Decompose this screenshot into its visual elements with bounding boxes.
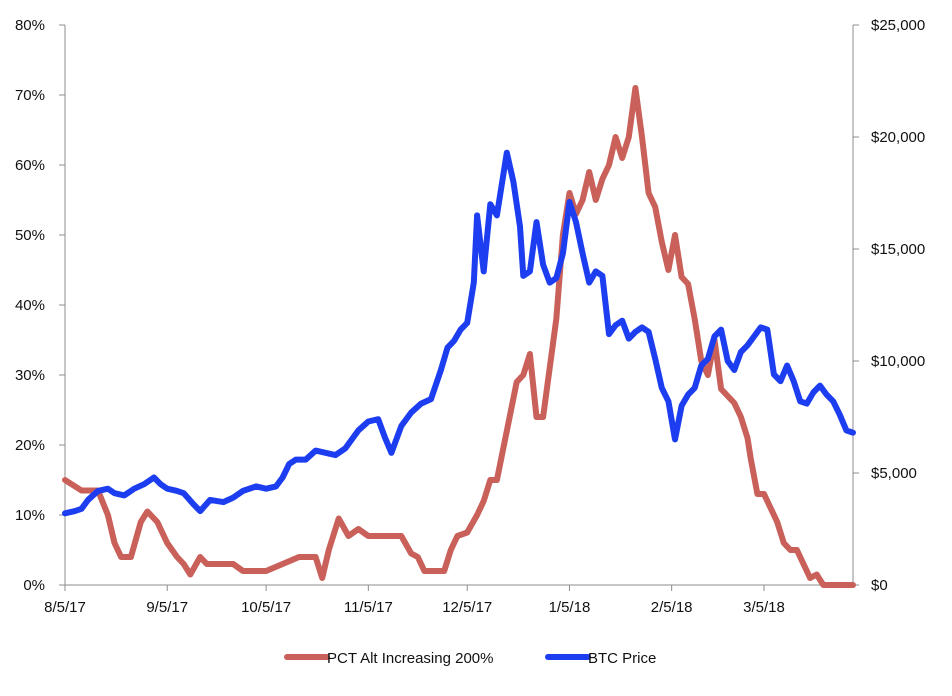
legend-label: PCT Alt Increasing 200% xyxy=(327,650,493,667)
x-tick-label: 11/5/17 xyxy=(344,599,393,616)
right-tick-label: $20,000 xyxy=(871,129,925,146)
legend: PCT Alt Increasing 200% BTC Price xyxy=(284,650,656,667)
x-tick-label: 2/5/18 xyxy=(651,599,693,616)
right-tick-label: $10,000 xyxy=(871,353,925,370)
series-line-1 xyxy=(62,85,856,588)
left-tick-label: 40% xyxy=(15,297,45,314)
x-tick-label: 1/5/18 xyxy=(549,599,591,616)
left-tick-label: 70% xyxy=(15,87,45,104)
x-tick-label: 10/5/17 xyxy=(241,599,291,616)
right-y-axis: $0 $5,000 $10,000 $15,000 $20,000 $25,000 xyxy=(852,17,925,594)
x-tick-label: 9/5/17 xyxy=(146,599,188,616)
left-tick-label: 10% xyxy=(15,507,45,524)
left-tick-label: 30% xyxy=(15,367,45,384)
series-line-2 xyxy=(62,149,856,517)
left-tick-label: 80% xyxy=(15,17,45,34)
right-tick-label: $0 xyxy=(871,577,888,594)
x-axis: 8/5/17 9/5/17 10/5/17 11/5/17 12/5/17 1/5/18 2… xyxy=(44,584,853,616)
left-tick-label: 50% xyxy=(15,227,45,244)
left-y-axis: 0% 10% 20% 30% 40% 50% 60% 70% 80% xyxy=(15,17,66,594)
right-tick-label: $25,000 xyxy=(871,17,925,34)
right-tick-label: $15,000 xyxy=(871,241,925,258)
legend-label: BTC Price xyxy=(588,650,656,667)
right-tick-label: $5,000 xyxy=(871,465,917,482)
left-tick-label: 60% xyxy=(15,157,45,174)
x-tick-label: 3/5/18 xyxy=(743,599,785,616)
series-layer xyxy=(62,85,856,588)
x-tick-label: 12/5/17 xyxy=(442,599,492,616)
left-tick-label: 0% xyxy=(23,577,45,594)
x-tick-label: 8/5/17 xyxy=(44,599,86,616)
left-tick-label: 20% xyxy=(15,437,45,454)
